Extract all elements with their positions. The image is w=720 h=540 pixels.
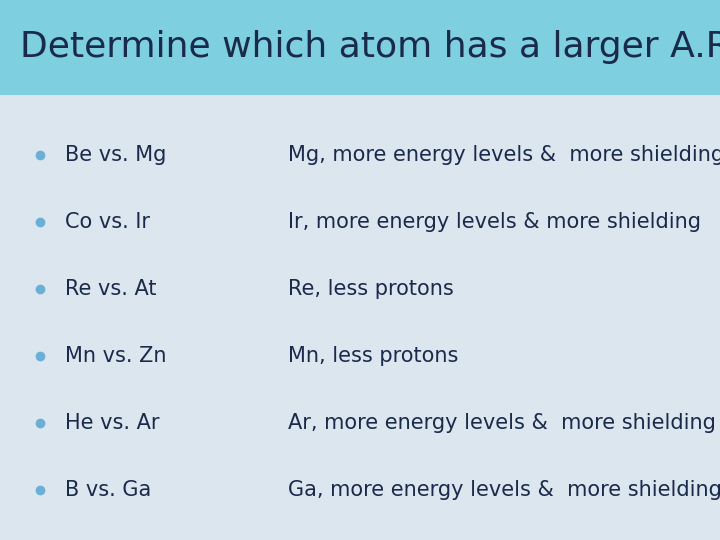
- Text: Re, less protons: Re, less protons: [288, 279, 454, 299]
- Text: Ir, more energy levels & more shielding: Ir, more energy levels & more shielding: [288, 212, 701, 232]
- Text: Ga, more energy levels &  more shielding: Ga, more energy levels & more shielding: [288, 480, 720, 500]
- Text: Mn, less protons: Mn, less protons: [288, 346, 459, 366]
- Text: Be vs. Mg: Be vs. Mg: [65, 145, 166, 165]
- Text: Determine which atom has a larger A.R.: Determine which atom has a larger A.R.: [20, 30, 720, 64]
- Text: Ar, more energy levels &  more shielding: Ar, more energy levels & more shielding: [288, 413, 716, 433]
- Text: He vs. Ar: He vs. Ar: [65, 413, 159, 433]
- Bar: [0, 0, 720, 94]
- Text: B vs. Ga: B vs. Ga: [65, 480, 151, 500]
- Text: Co vs. Ir: Co vs. Ir: [65, 212, 150, 232]
- Text: Mg, more energy levels &  more shielding: Mg, more energy levels & more shielding: [288, 145, 720, 165]
- Text: Mn vs. Zn: Mn vs. Zn: [65, 346, 166, 366]
- Text: Re vs. At: Re vs. At: [65, 279, 156, 299]
